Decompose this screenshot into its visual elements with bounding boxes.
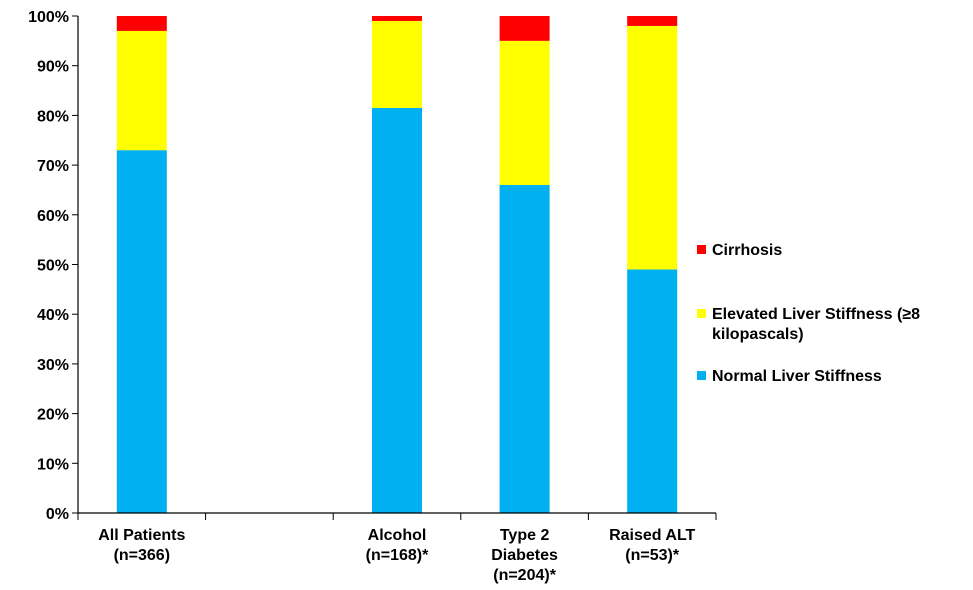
x-tick-label: Diabetes [491,547,558,564]
bar-segment [372,20,422,108]
bar-segment [372,16,422,21]
y-tick-label: 60% [37,208,69,225]
y-tick-label: 10% [37,456,69,473]
y-tick-label: 30% [37,357,69,374]
x-tick-label: (n=204)* [493,567,556,584]
legend-label: Normal Liver Stiffness [712,368,882,385]
x-tick-label: (n=53)* [625,547,680,564]
bar-segment [499,16,550,41]
y-tick-label: 40% [37,307,69,324]
y-tick-label: 70% [37,158,69,175]
bars [116,16,678,514]
y-tick-label: 100% [28,9,69,26]
legend-label: Cirrhosis [712,242,782,259]
bar-segment [372,107,422,513]
bar-segment [627,16,678,26]
legend: Cirrhosis Elevated Liver Stiffness (≥8 kil… [697,242,920,385]
bar-segment [116,30,167,151]
y-axis-ticks: 0% 10% 20% 30% 40% 50% 60% 70% 80% 90% 100% [28,9,78,523]
y-tick-label: 0% [46,506,69,523]
y-tick-label: 80% [37,108,69,125]
bar-segment [499,40,550,185]
y-tick-label: 90% [37,59,69,76]
legend-swatch [697,309,706,318]
x-tick-label: (n=168)* [366,547,429,564]
bar-segment [627,25,678,270]
bar-segment [627,269,678,513]
x-tick-label: All Patients [98,527,185,544]
bar-segment [116,150,167,513]
y-tick-label: 20% [37,407,69,424]
x-tick-label: Type 2 [500,527,550,544]
legend-swatch [697,245,706,254]
x-tick-label: (n=366) [114,547,170,564]
x-tick-label: Alcohol [368,527,427,544]
legend-swatch [697,371,706,380]
bar-segment [499,184,550,514]
x-tick-label: Raised ALT [609,527,695,544]
legend-label: Elevated Liver Stiffness (≥8 [712,306,920,323]
bar-segment [116,16,167,31]
y-tick-label: 50% [37,258,69,275]
legend-label: kilopascals) [712,326,804,343]
x-axis-labels: All Patients (n=366) Alcohol (n=168)* Type 2… [98,527,695,584]
axes [77,16,717,520]
